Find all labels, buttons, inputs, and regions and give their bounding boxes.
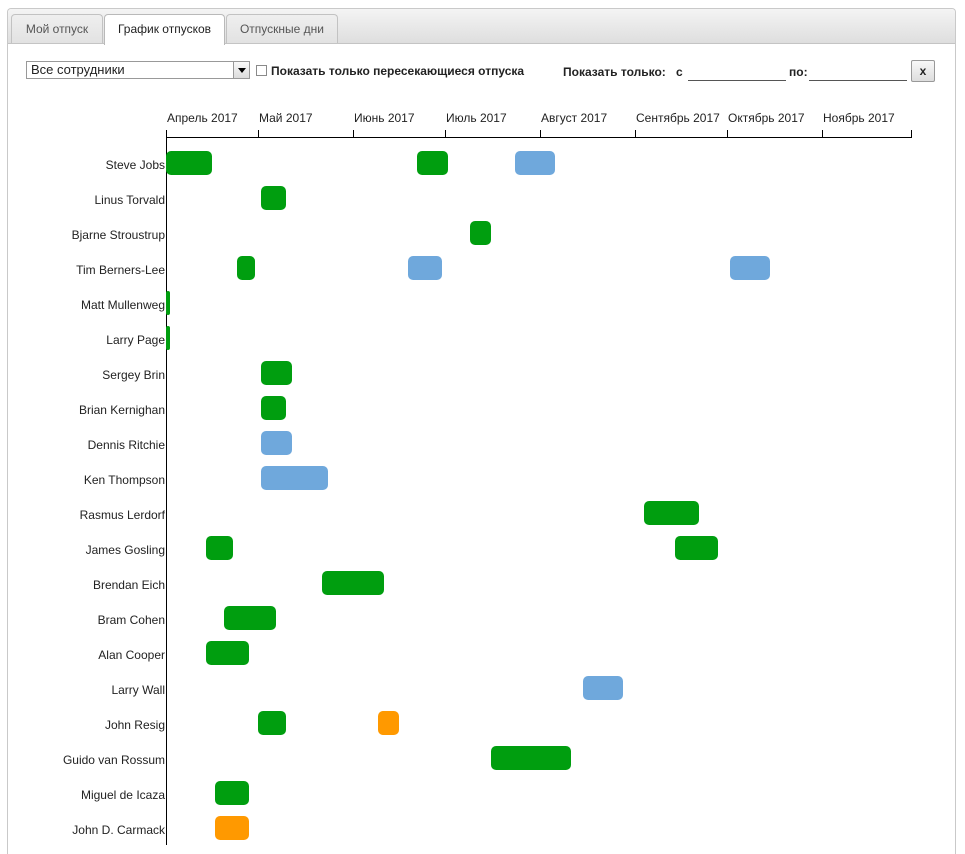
vacation-bar-approved[interactable] [258, 711, 286, 735]
month-label: Июнь 2017 [354, 111, 415, 125]
vacation-bar-planned[interactable] [730, 256, 770, 280]
vacation-bar-approved[interactable] [674, 536, 718, 560]
vacation-bar-approved[interactable] [644, 501, 700, 525]
vacation-bar-approved[interactable] [215, 781, 249, 805]
employee-name: John Resig [104, 718, 165, 732]
employee-name: James Gosling [85, 543, 165, 557]
vacation-bar-approved[interactable] [205, 536, 234, 560]
vacation-bar-approved[interactable] [469, 221, 491, 245]
tab-my-vacation[interactable]: Мой отпуск [11, 14, 103, 43]
vacation-bar-approved[interactable] [490, 746, 571, 770]
employees-select[interactable]: Все сотрудники [26, 61, 250, 79]
month-label: Сентябрь 2017 [636, 111, 720, 125]
month-label: Ноябрь 2017 [823, 111, 895, 125]
employee-name: Rasmus Lerdorf [79, 508, 165, 522]
date-from-input[interactable] [688, 62, 786, 81]
vacation-bar-planned[interactable] [515, 151, 556, 175]
vacation-bar-approved[interactable] [236, 256, 255, 280]
tab-bar: Мой отпуск График отпусков Отпускные дни [8, 9, 955, 45]
month-label: Август 2017 [541, 111, 608, 125]
to-label: по: [789, 65, 808, 79]
month-tick [635, 130, 636, 138]
timeline-axis [166, 137, 911, 138]
clear-dates-button[interactable]: x [911, 60, 935, 82]
month-tick [166, 130, 167, 138]
vacation-panel: Мой отпуск График отпусков Отпускные дни [7, 8, 956, 854]
month-label: Май 2017 [259, 111, 313, 125]
vacation-bar-pending[interactable] [377, 711, 399, 735]
date-to-input[interactable] [809, 62, 907, 81]
employee-name: Larry Wall [111, 683, 165, 697]
month-label: Июль 2017 [446, 111, 507, 125]
employee-name: Brian Kernighan [78, 403, 165, 417]
tab-vacation-schedule[interactable]: График отпусков [104, 14, 225, 45]
employee-name: Tim Berners-Lee [76, 263, 165, 277]
employee-name: Sergey Brin [102, 368, 165, 382]
overlap-only-checkbox[interactable] [256, 65, 267, 76]
vacation-bar-approved[interactable] [417, 151, 449, 175]
month-tick [727, 130, 728, 138]
employee-axis-line [166, 137, 167, 845]
vacation-bar-planned[interactable] [261, 431, 292, 455]
vacation-bar-approved[interactable] [261, 186, 286, 210]
vacation-bar-approved[interactable] [205, 641, 249, 665]
employees-select-value: Все сотрудники [31, 62, 125, 77]
vacation-bar-pending[interactable] [215, 816, 249, 840]
month-tick [258, 130, 259, 138]
month-tick [540, 130, 541, 138]
vacation-bar-approved[interactable] [261, 361, 292, 385]
employee-name: Guido van Rossum [62, 753, 165, 767]
overlap-only-label[interactable]: Показать только пересекающиеся отпуска [271, 64, 525, 78]
vacation-bar-approved[interactable] [166, 326, 170, 350]
employee-name: Steve Jobs [105, 158, 165, 172]
vacation-bar-approved[interactable] [166, 291, 170, 315]
month-tick [822, 130, 823, 138]
employee-name: Bram Cohen [97, 613, 165, 627]
vacation-bar-approved[interactable] [224, 606, 277, 630]
month-label: Апрель 2017 [167, 111, 238, 125]
vacation-bar-planned[interactable] [408, 256, 442, 280]
vacation-bar-approved[interactable] [322, 571, 384, 595]
chevron-down-icon[interactable] [233, 62, 249, 78]
vacation-bar-planned[interactable] [261, 466, 329, 490]
vacation-bar-planned[interactable] [582, 676, 623, 700]
employee-name: Miguel de Icaza [80, 788, 165, 802]
from-label: с [676, 65, 683, 79]
tab-vacation-days[interactable]: Отпускные дни [226, 14, 338, 43]
show-only-label: Показать только: [563, 65, 666, 79]
month-tick [911, 130, 912, 138]
month-tick [445, 130, 446, 138]
employee-name: Dennis Ritchie [87, 438, 165, 452]
month-label: Октябрь 2017 [728, 111, 805, 125]
month-tick [353, 130, 354, 138]
employee-name: Ken Thompson [83, 473, 165, 487]
employee-name: Matt Mullenweg [80, 298, 165, 312]
employee-name: Brendan Eich [92, 578, 165, 592]
vacation-bar-approved[interactable] [166, 151, 212, 175]
vacation-bar-approved[interactable] [261, 396, 286, 420]
employee-name: Alan Cooper [98, 648, 165, 662]
employee-name: Larry Page [106, 333, 165, 347]
employee-name: John D. Carmack [72, 823, 165, 837]
employee-name: Linus Torvald [94, 193, 166, 207]
employee-name: Bjarne Stroustrup [71, 228, 165, 242]
